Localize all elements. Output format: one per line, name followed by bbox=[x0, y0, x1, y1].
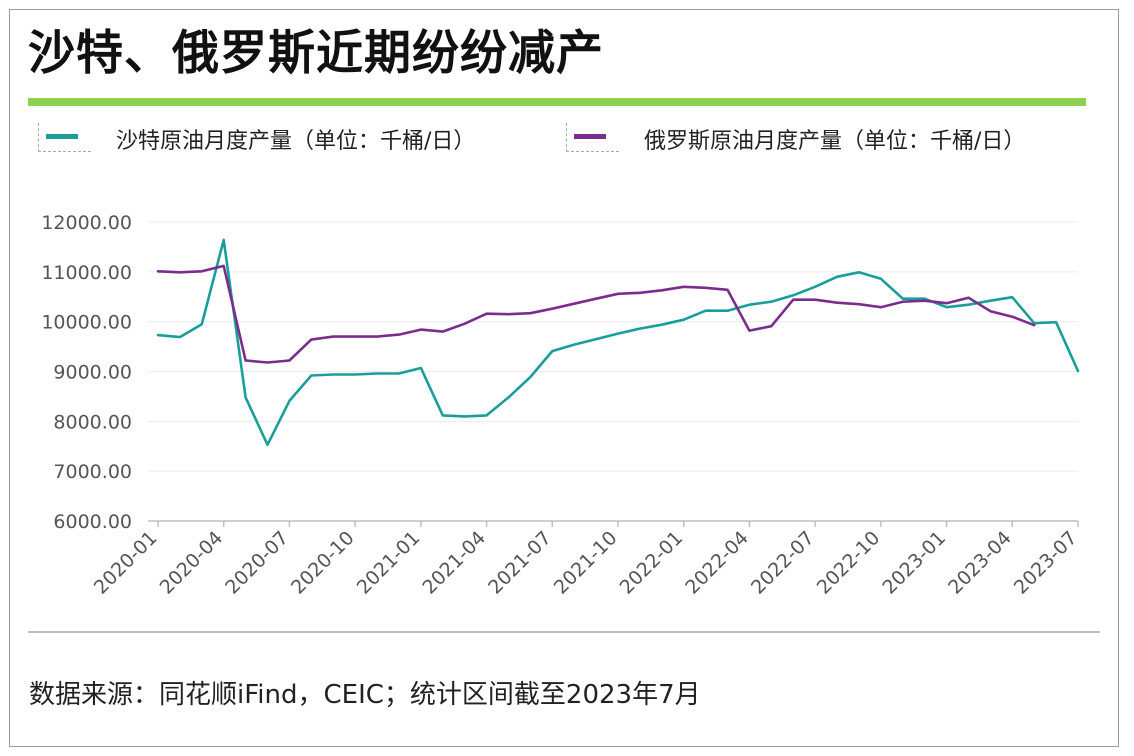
y-tick-label: 11000.00 bbox=[41, 262, 132, 284]
x-tick-label: 2020-10 bbox=[287, 527, 359, 599]
chart-legend: 沙特原油月度产量（单位：千桶/日） 俄罗斯原油月度产量（单位：千桶/日） bbox=[0, 121, 1134, 155]
figure-frame bbox=[9, 9, 1119, 747]
y-axis: 6000.00 7000.00 8000.00 9000.00 10000.00 1100… bbox=[41, 212, 132, 533]
y-tick-label: 8000.00 bbox=[53, 411, 132, 433]
legend-label-saudi: 沙特原油月度产量（单位：千桶/日） bbox=[116, 129, 476, 154]
legend-swatch-saudi bbox=[46, 134, 78, 139]
series-line-russia bbox=[156, 264, 1036, 364]
chart-title: 沙特、俄罗斯近期纷纷减产 bbox=[28, 26, 604, 81]
x-tick-label: 2022-07 bbox=[747, 527, 819, 599]
x-tick-label: 2023-07 bbox=[1010, 527, 1082, 599]
x-tick-label: 2022-01 bbox=[616, 527, 688, 599]
x-tick-label: 2020-04 bbox=[156, 527, 228, 599]
x-tick-label: 2020-01 bbox=[90, 527, 162, 599]
x-tick-label: 2023-01 bbox=[878, 527, 950, 599]
source-note: 数据来源：同花顺iFind，CEIC；统计区间截至2023年7月 bbox=[29, 680, 701, 710]
gridlines bbox=[148, 221, 1078, 472]
x-tick-label: 2022-10 bbox=[813, 527, 885, 599]
source-divider bbox=[28, 631, 1100, 633]
title-underline-bar bbox=[28, 98, 1086, 106]
y-tick-label: 10000.00 bbox=[41, 312, 132, 334]
legend-box-saudi bbox=[38, 123, 91, 152]
x-tick-label: 2021-04 bbox=[418, 527, 490, 599]
series-lines bbox=[156, 238, 1080, 447]
y-tick-label: 7000.00 bbox=[53, 461, 132, 483]
legend-swatch-russia bbox=[574, 134, 606, 139]
x-tick-label: 2020-07 bbox=[221, 527, 293, 599]
x-axis: 2020-012020-042020-072020-102021-012021-… bbox=[90, 520, 1082, 599]
line-chart: 6000.00 7000.00 8000.00 9000.00 10000.00 1100… bbox=[41, 212, 1082, 599]
legend-box-russia bbox=[566, 123, 619, 152]
x-tick-label: 2021-10 bbox=[550, 527, 622, 599]
series-line-saudi bbox=[156, 238, 1080, 447]
legend-label-russia: 俄罗斯原油月度产量（单位：千桶/日） bbox=[644, 129, 1026, 154]
x-tick-label: 2023-04 bbox=[944, 527, 1016, 599]
x-tick-label: 2022-04 bbox=[681, 527, 753, 599]
y-tick-label: 12000.00 bbox=[41, 212, 132, 234]
y-tick-label: 9000.00 bbox=[53, 362, 132, 384]
y-tick-label: 6000.00 bbox=[53, 511, 132, 533]
x-tick-label: 2021-01 bbox=[353, 527, 425, 599]
x-tick-label: 2021-07 bbox=[484, 527, 556, 599]
